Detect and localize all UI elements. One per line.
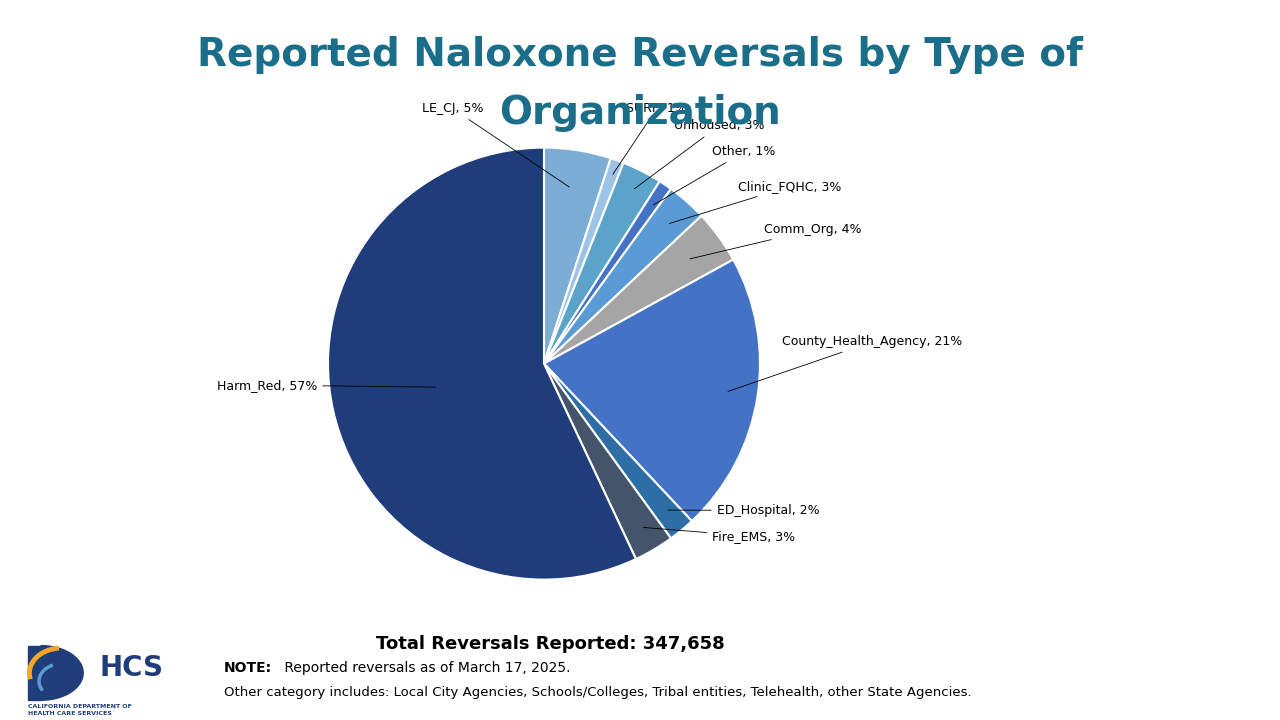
Text: HEALTH CARE SERVICES: HEALTH CARE SERVICES: [28, 711, 113, 716]
Polygon shape: [41, 646, 83, 701]
Wedge shape: [544, 189, 701, 364]
Text: Other, 1%: Other, 1%: [653, 145, 776, 205]
Text: Other category includes: Local City Agencies, Schools/Colleges, Tribal entities,: Other category includes: Local City Agen…: [224, 686, 972, 699]
Text: NOTE:: NOTE:: [224, 661, 273, 675]
Wedge shape: [544, 148, 611, 364]
Text: SURF, 1%: SURF, 1%: [613, 102, 687, 174]
Wedge shape: [544, 216, 733, 364]
Text: Clinic_FQHC, 3%: Clinic_FQHC, 3%: [669, 180, 842, 223]
Wedge shape: [544, 181, 671, 364]
Text: Organization: Organization: [499, 94, 781, 132]
Wedge shape: [544, 158, 623, 364]
Text: LE_CJ, 5%: LE_CJ, 5%: [422, 102, 570, 187]
Text: Harm_Red, 57%: Harm_Red, 57%: [216, 379, 435, 392]
Wedge shape: [544, 259, 760, 521]
Text: HCS: HCS: [100, 654, 164, 683]
Text: County_Health_Agency, 21%: County_Health_Agency, 21%: [728, 336, 961, 392]
Wedge shape: [544, 163, 659, 364]
Text: CALIFORNIA DEPARTMENT OF: CALIFORNIA DEPARTMENT OF: [28, 704, 132, 709]
Wedge shape: [328, 148, 636, 580]
Text: Fire_EMS, 3%: Fire_EMS, 3%: [644, 528, 796, 543]
Text: Reported Naloxone Reversals by Type of: Reported Naloxone Reversals by Type of: [197, 36, 1083, 74]
Polygon shape: [28, 646, 41, 700]
Text: Total Reversals Reported: 347,658: Total Reversals Reported: 347,658: [376, 636, 724, 654]
Text: Reported reversals as of March 17, 2025.: Reported reversals as of March 17, 2025.: [280, 661, 571, 675]
Wedge shape: [544, 364, 692, 539]
Wedge shape: [544, 364, 671, 559]
Text: Unhoused, 3%: Unhoused, 3%: [635, 120, 764, 189]
Text: Comm_Org, 4%: Comm_Org, 4%: [690, 223, 861, 259]
Text: ED_Hospital, 2%: ED_Hospital, 2%: [668, 504, 819, 517]
